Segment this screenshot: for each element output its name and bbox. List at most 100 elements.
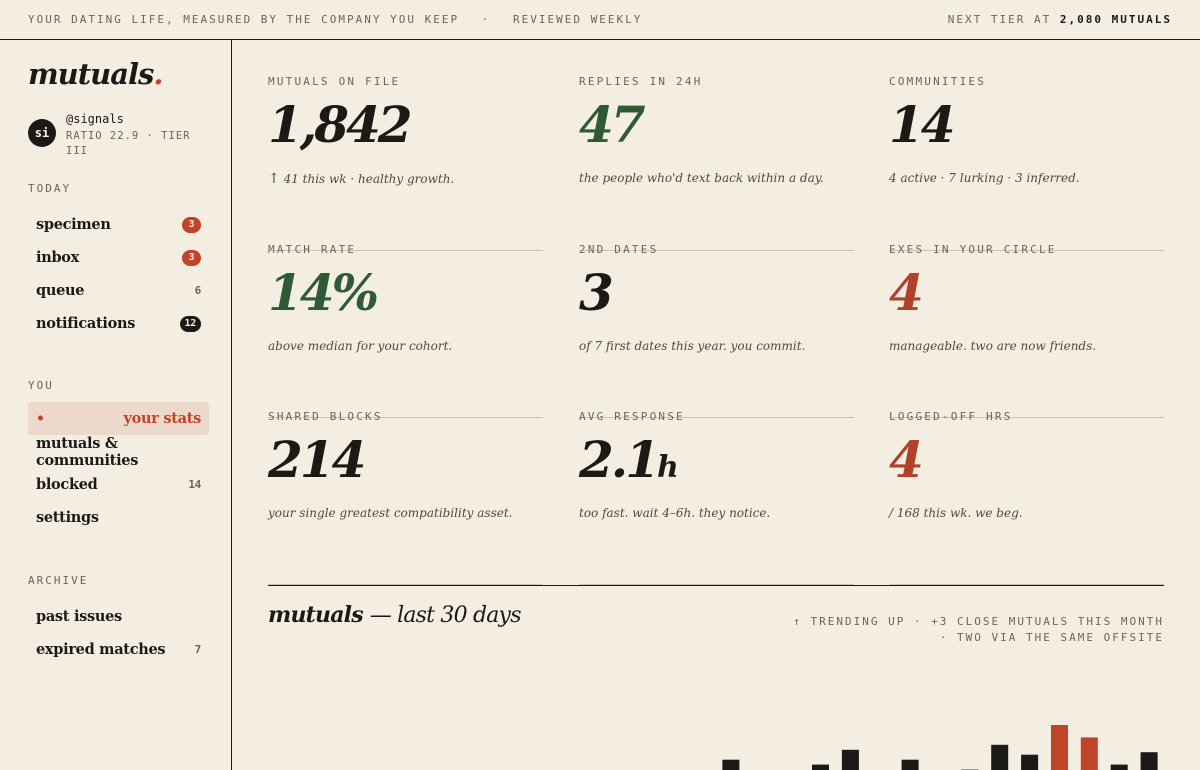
section-label-today: TODAY — [28, 182, 72, 195]
divider — [579, 417, 854, 418]
stat-note: ↑ 41 this wk · healthy growth. — [268, 171, 543, 187]
divider — [889, 584, 1164, 585]
section-label-archive: ARCHIVE — [28, 574, 89, 587]
item-count: 14 — [188, 478, 201, 491]
stat-note: your single greatest compatibility asset… — [268, 506, 513, 520]
divider — [268, 584, 543, 585]
item-count: 7 — [194, 643, 202, 656]
stat-replies-24h: REPLIES IN 24H 47 the people who'd text … — [579, 75, 854, 251]
unread-badge: 3 — [182, 249, 201, 266]
next-tier-label: NEXT TIER AT — [947, 13, 1052, 26]
brand-dot: . — [153, 57, 163, 91]
bar-day-29 — [1110, 764, 1128, 770]
chart-header: mutuals — last 30 days ↑ TRENDING UP · +… — [268, 585, 1164, 645]
bar-day-27 — [1051, 725, 1068, 770]
sidebar-item-label: blocked — [36, 476, 98, 493]
stat-exes-in-circle: EXES IN YOUR CIRCLE 4 manageable. two ar… — [889, 243, 1164, 418]
stat-note: of 7 first dates this year. you commit. — [579, 339, 806, 353]
nav-archive: past issues expired matches 7 — [28, 600, 209, 666]
sidebar-item-specimen[interactable]: specimen 3 — [28, 208, 209, 241]
stat-logged-off-hours: LOGGED-OFF HRS 4 / 168 this wk. we beg. — [889, 410, 1164, 585]
nav-you: • your stats mutuals & communities block… — [28, 402, 209, 534]
stat-value: 1,842 — [268, 95, 413, 154]
sidebar-item-label: your stats — [123, 410, 202, 427]
item-count: 6 — [194, 284, 202, 297]
chart-caption-line: ↑ TRENDING UP · +3 CLOSE MUTUALS THIS MO… — [793, 615, 1164, 628]
user-handle: @signals — [66, 112, 124, 126]
stat-value-number: 2.1 — [579, 430, 660, 489]
unread-badge: 12 — [179, 315, 201, 332]
stat-label: MUTUALS ON FILE — [268, 75, 401, 88]
stat-label: MATCH RATE — [268, 243, 357, 256]
divider — [268, 417, 543, 418]
user-profile[interactable]: si @signals RATIO 22.9 · TIER III — [28, 112, 231, 159]
chart-title-main: mutuals — [268, 602, 364, 628]
stat-note: / 168 this wk. we beg. — [889, 506, 1023, 520]
sidebar-item-label: mutuals & communities — [36, 434, 139, 469]
chart-title-rest: — last 30 days — [369, 603, 522, 628]
sidebar-item-mutuals-communities[interactable]: mutuals & communities — [28, 434, 209, 469]
top-bar: YOUR DATING LIFE, MEASURED BY THE COMPAN… — [0, 0, 1200, 40]
user-ratio: RATIO 22.9 · TIER III — [66, 130, 191, 157]
sidebar-item-expired-matches[interactable]: expired matches 7 — [28, 633, 209, 666]
bar-day-26 — [1021, 754, 1039, 770]
bar-day-16 — [722, 759, 740, 770]
stat-value: 14 — [889, 95, 956, 154]
sidebar-item-past-issues[interactable]: past issues — [28, 600, 209, 633]
mutuals-bar-chart — [722, 725, 1158, 770]
sidebar-item-label: settings — [36, 509, 99, 526]
unread-badge: 3 — [182, 216, 201, 233]
bar-day-30 — [1140, 752, 1158, 770]
divider — [579, 584, 854, 585]
stat-value: 14% — [268, 263, 379, 322]
stat-shared-blocks: SHARED BLOCKS 214 your single greatest c… — [268, 410, 543, 585]
sidebar-item-your-stats[interactable]: • your stats — [28, 402, 209, 435]
stat-label: REPLIES IN 24H — [579, 75, 703, 88]
bar-day-19 — [812, 764, 829, 770]
sidebar-item-inbox[interactable]: inbox 3 — [28, 241, 209, 274]
stat-mutuals-on-file: MUTUALS ON FILE 1,842 ↑ 41 this wk · hea… — [268, 75, 543, 251]
sidebar-item-label: inbox — [36, 249, 80, 266]
stat-label: LOGGED-OFF HRS — [889, 410, 1013, 423]
stat-value: 214 — [268, 430, 366, 489]
stat-value: 4 — [889, 263, 924, 322]
stat-value-unit: h — [657, 450, 679, 485]
stat-avg-response: AVG RESPONSE 2.1h too fast. wait 4–6h. t… — [579, 410, 854, 585]
sidebar-item-label: past issues — [36, 608, 122, 625]
sidebar-item-blocked[interactable]: blocked 14 — [28, 468, 209, 501]
active-bullet-icon: • — [36, 410, 45, 427]
chart-title: mutuals — last 30 days — [268, 602, 521, 628]
bar-day-25 — [991, 744, 1009, 770]
arrow-up-icon: ↑ — [268, 171, 280, 187]
stat-label: AVG RESPONSE — [579, 410, 685, 423]
sidebar-item-queue[interactable]: queue 6 — [28, 274, 209, 307]
sidebar-item-notifications[interactable]: notifications 12 — [28, 307, 209, 340]
avatar: si — [28, 119, 56, 147]
stat-value: 3 — [579, 263, 614, 322]
stat-note: manageable. two are now friends. — [889, 339, 1097, 353]
bar-day-20 — [841, 749, 859, 770]
brand-name: mutuals — [28, 57, 154, 91]
divider — [268, 250, 543, 251]
next-tier-value: 2,080 MUTUALS — [1059, 13, 1172, 26]
stat-value: 47 — [579, 95, 646, 154]
stats-main: MUTUALS ON FILE 1,842 ↑ 41 this wk · hea… — [232, 40, 1200, 770]
stat-communities: COMMUNITIES 14 4 active · 7 lurking · 3 … — [889, 75, 1164, 251]
sidebar-item-settings[interactable]: settings — [28, 501, 209, 534]
next-tier: NEXT TIER AT 2,080 MUTUALS — [948, 13, 1172, 26]
tagline: YOUR DATING LIFE, MEASURED BY THE COMPAN… — [28, 13, 460, 26]
stat-value: 2.1h — [579, 435, 854, 485]
chart-caption-line: · TWO VIA THE SAME OFFSITE — [939, 631, 1164, 644]
reviewed-label: REVIEWED WEEKLY — [513, 13, 643, 26]
stat-second-dates: 2ND DATES 3 of 7 first dates this year. … — [579, 243, 854, 418]
sidebar: mutuals. si @signals RATIO 22.9 · TIER I… — [0, 40, 232, 770]
stat-label: EXES IN YOUR CIRCLE — [889, 243, 1057, 256]
stat-note: too fast. wait 4–6h. they notice. — [579, 506, 771, 520]
brand-logo[interactable]: mutuals. — [28, 60, 231, 89]
bar-day-22 — [901, 759, 919, 770]
divider — [889, 417, 1164, 418]
stat-label: COMMUNITIES — [889, 75, 987, 88]
bar-day-28 — [1080, 737, 1098, 770]
stat-note-text: 41 this wk · healthy growth. — [283, 172, 455, 186]
tagline-row: YOUR DATING LIFE, MEASURED BY THE COMPAN… — [28, 13, 642, 26]
